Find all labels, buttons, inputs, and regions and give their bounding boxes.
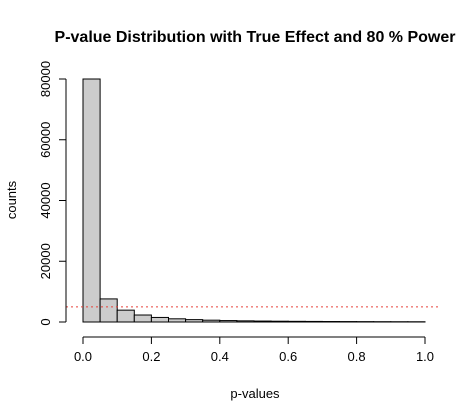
chart-title: P-value Distribution with True Effect an…: [55, 29, 456, 46]
x-tick-label-2: 0.4: [211, 349, 229, 364]
x-tick-label-4: 0.8: [348, 349, 366, 364]
histogram-bar-12: [287, 320, 306, 323]
y-tick-label-3: 60000: [38, 122, 53, 158]
y-tick-label-0: 0: [38, 318, 53, 325]
x-tick-label-1: 0.2: [142, 349, 160, 364]
histogram-bar-9: [236, 320, 255, 323]
histogram-bar-7: [202, 319, 221, 323]
y-axis: 0 20000 40000 60000 80000: [38, 61, 67, 326]
y-tick-label-2: 40000: [38, 182, 53, 218]
histogram-bar-11: [270, 320, 289, 323]
histogram-bar-1: [99, 298, 118, 323]
x-axis: 0.0 0.2 0.4 0.6 0.8 1.0: [74, 336, 434, 364]
y-tick-label-4: 80000: [38, 61, 53, 97]
histogram-bar-4: [150, 316, 169, 323]
histogram-bar-10: [253, 320, 272, 323]
histogram-bar-13: [304, 320, 323, 323]
histogram-bar-5: [168, 318, 187, 323]
y-tick-label-1: 20000: [38, 243, 53, 279]
histogram-bar-8: [219, 320, 238, 323]
histogram-bar-6: [185, 319, 204, 323]
bars-group: [82, 78, 426, 323]
x-tick-label-0: 0.0: [74, 349, 92, 364]
x-tick-label-3: 0.6: [279, 349, 297, 364]
histogram-bar-0: [82, 78, 101, 323]
x-axis-label: p-values: [230, 386, 280, 401]
histogram-bar-2: [116, 309, 135, 323]
histogram-bar-3: [133, 314, 152, 323]
x-tick-label-5: 1.0: [416, 349, 434, 364]
y-axis-label: counts: [4, 180, 19, 219]
